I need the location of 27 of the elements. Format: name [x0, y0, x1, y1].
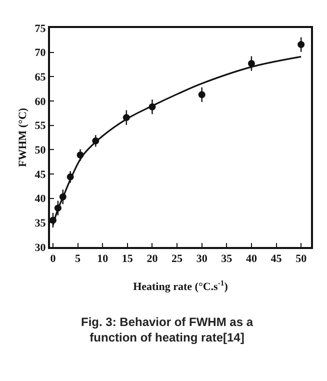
point [298, 41, 305, 48]
y-tick-label: 35 [34, 218, 46, 230]
y-tick-label: 55 [34, 120, 46, 132]
y-tick-label: 30 [34, 242, 46, 254]
x-axis-title: Heating rate (°C.s$^{-1}$) [133, 278, 228, 293]
x-tick-label: 10 [97, 253, 109, 266]
y-tick-label: 60 [34, 96, 46, 108]
y-tick-label: 65 [34, 72, 46, 84]
y-tick-label: 50 [34, 144, 46, 157]
y-tick-label: 75 [34, 22, 46, 35]
y-tick-label: 45 [34, 168, 46, 181]
point [198, 91, 206, 98]
caption: Fig. 3: Behavior of FWHM as a function of heating rate[14] [81, 315, 254, 345]
x-tick-label: 45 [270, 253, 282, 266]
x-tick-label: 20 [146, 253, 158, 266]
x-tick-label: 15 [122, 253, 134, 266]
x-tick-label: 25 [172, 253, 184, 266]
x-tick-label: 0 [50, 253, 56, 266]
x-tick-label: 30 [196, 253, 208, 266]
x-tick-label: 35 [221, 253, 233, 266]
x-tick-label: 40 [246, 253, 258, 266]
y-axis-title: FWHM (°C) [16, 108, 29, 168]
point [248, 60, 255, 68]
y-tick-label: 70 [34, 47, 46, 60]
y-tick-label: 40 [34, 193, 46, 206]
x-tick-label: 5 [75, 253, 82, 266]
x-tick-label: 50 [296, 253, 308, 266]
